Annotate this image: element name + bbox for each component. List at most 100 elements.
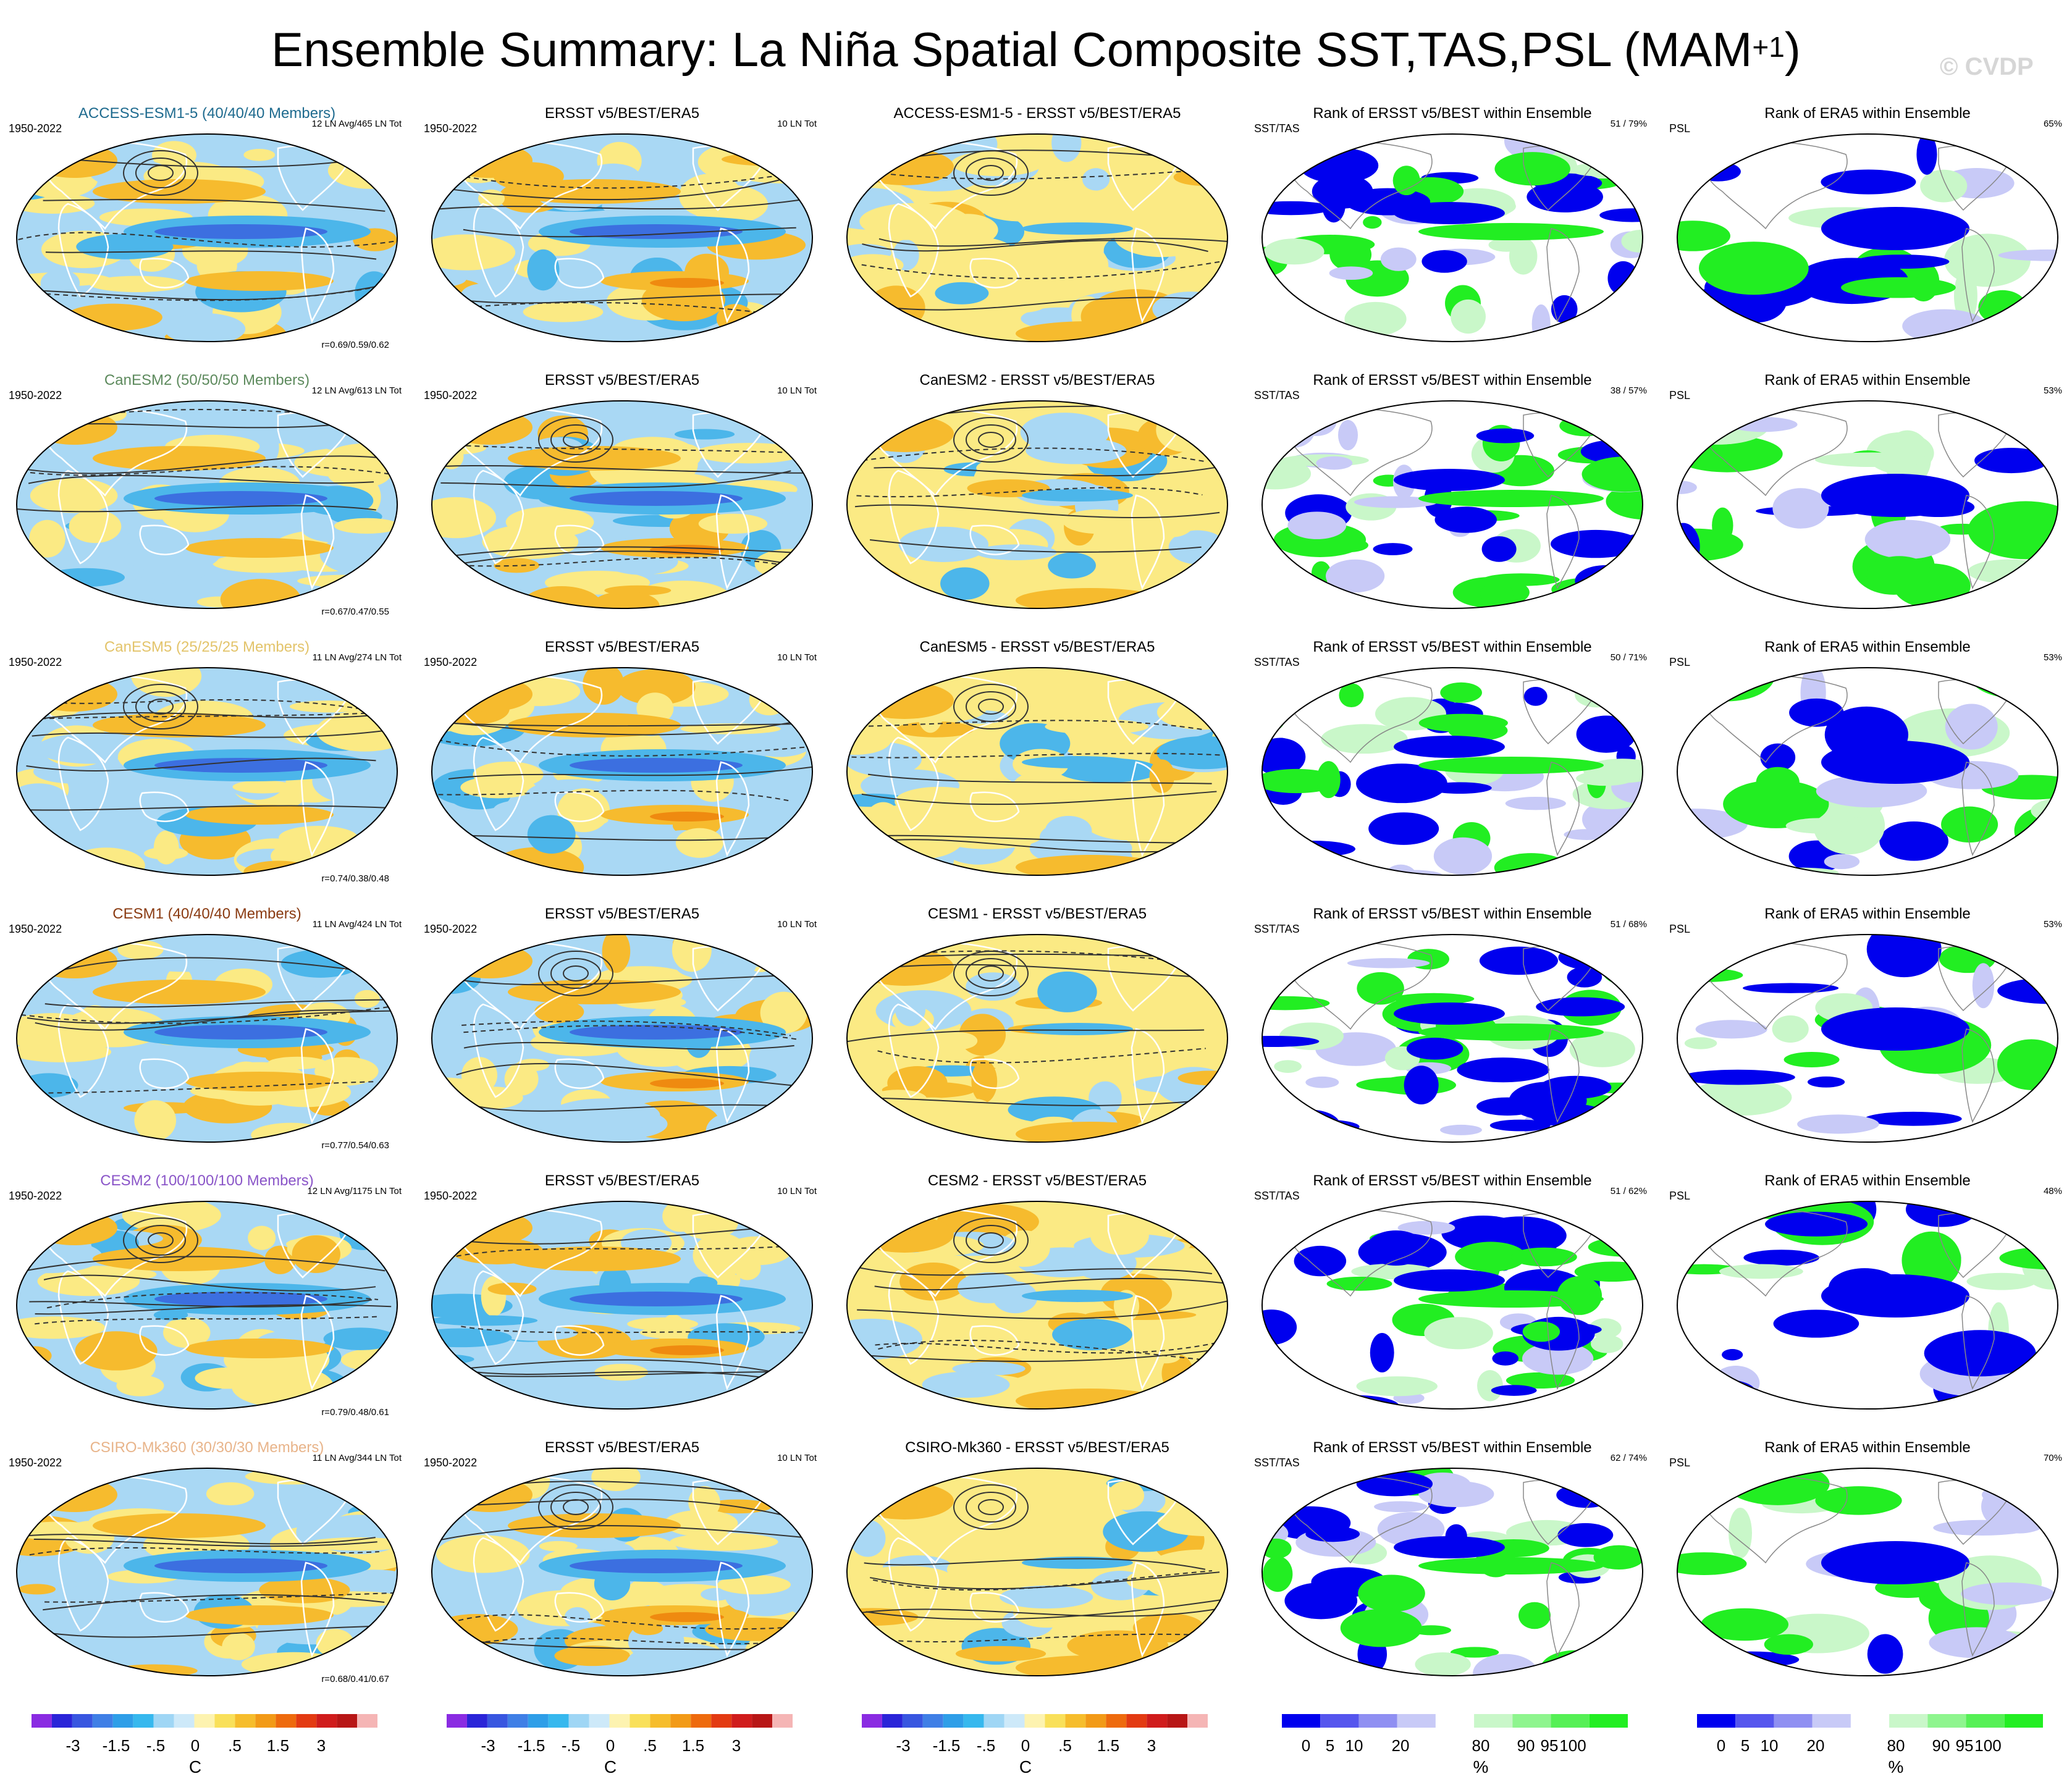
rank-patch [1294,1245,1347,1277]
rank-patch [1866,556,1932,594]
rank-patch [1363,216,1382,229]
rank-patch [1765,1211,1868,1237]
rank-patch [1722,1349,1743,1361]
colorbar-tick-label: 1.5 [266,1736,290,1755]
diff-panel-title: CanESM2 - ERSST v5/BEST/ERA5 [919,372,1155,389]
colorbar-boxes [447,1714,793,1728]
rank-patch [1576,770,1635,786]
colorbar-colorbar_rank: 0 5 10 20 80 90 95 100% [1694,1713,2046,1781]
psl-contours [862,1558,1224,1642]
model-panel-title: ACCESS-ESM1-5 (40/40/40 Members) [78,105,336,122]
anomaly-field [431,400,813,609]
anomaly-patch [516,1590,610,1626]
psl-contour [432,174,798,201]
rank-patch [1264,238,1324,265]
rank-patch [1701,1608,1789,1641]
obs-right-label: 10 LN Tot [777,385,817,396]
anomaly-field [431,667,813,876]
rank-patch [1321,187,1346,223]
rank-patch [1261,1658,1320,1676]
anomaly-patch [583,667,625,705]
anomaly-patch [267,1056,327,1070]
rank-patch [1572,586,1623,605]
rank1-right-label: 38 / 57% [1610,385,1647,396]
rank-patch [1531,304,1551,342]
anomaly-patch [1048,552,1096,579]
rank-patch [1265,738,1298,776]
psl-contour [16,1534,376,1545]
rank-patch [1974,448,2049,474]
rank-patch [1540,1650,1611,1676]
rank-patch [1354,496,1438,508]
anomaly-patch [993,400,1022,435]
rank-patch [1772,488,1829,529]
anomaly-patch [264,1245,296,1274]
anomaly-patch [870,225,938,240]
psl-contour [452,1638,799,1650]
rank-patch [1784,1052,1840,1068]
rank-patch [1357,972,1404,1005]
rank-patch [1625,1345,1643,1374]
anomaly-patch [18,1584,56,1595]
psl-contour [33,1539,377,1547]
anomaly-patch [751,571,807,609]
diff-panel-title: ACCESS-ESM1-5 - ERSST v5/BEST/ERA5 [893,105,1181,122]
obs-right-label: 10 LN Tot [777,919,817,930]
map-panel-rank2: Rank of ERA5 within Ensemble PSL 70% [1661,1439,2072,1686]
anomaly-patch [327,457,392,489]
continent-outline [139,1058,190,1089]
warm-horseshoe-north [93,179,266,204]
psl-contour [442,464,813,474]
rank-patch [1269,841,1356,857]
rank-patch [1356,1471,1433,1497]
anomaly-patch [231,1365,334,1408]
anomaly-patch [431,1390,515,1410]
continent-outline [1703,141,1848,230]
anomaly-patch [670,1532,778,1551]
psl-contour-ring [966,958,1016,989]
map-border [846,133,1229,342]
rank-patch [1824,854,1860,870]
cold-tongue-core [570,491,743,506]
rank1-left-label: SST/TAS [1254,923,1300,935]
rank-patch [1797,1114,1879,1134]
warm-horseshoe-north [93,1246,266,1271]
rank-tropical-patch [1394,1269,1505,1292]
warm-horseshoe-south [185,1339,334,1358]
rank-patch [1482,573,1560,586]
rank-patch [2037,1102,2058,1127]
rank-patch [1356,763,1447,804]
anomaly-patch [1181,474,1228,503]
anomaly-patch [1151,492,1187,531]
model-left-label: 1950-2022 [9,122,62,135]
map-border [15,133,398,342]
anomaly-patch [144,847,188,860]
psl-contour-ring [966,158,1016,188]
anomaly-patch [1051,133,1082,162]
map-panel-model: CSIRO-Mk360 (30/30/30 Members) 1950-2022 1… [0,1439,414,1686]
anomaly-patch [1082,168,1110,191]
colorbar-tick-label: -3 [896,1736,911,1755]
diff-cool-equator [1022,756,1133,768]
colorbar-box [1435,1714,1475,1728]
anomaly-patch [760,991,807,1034]
model-map [15,934,398,1143]
psl-contour-ring [953,417,1029,463]
anomaly-patch [1158,858,1212,876]
obs-panel-title: ERSST v5/BEST/ERA5 [544,105,700,122]
rank-patch [1961,1582,2054,1605]
rank1-left-label: SST/TAS [1254,122,1300,135]
colorbar-tick-label: 20 [1391,1736,1410,1755]
anomaly-patch [675,828,723,858]
rank-equatorial-band [1418,223,1604,240]
anomaly-patch [1039,823,1086,852]
anomaly-patch [1114,216,1209,258]
continent-outline [1961,228,1995,322]
psl-contour [848,296,1208,311]
colorbar-box [1187,1714,1208,1728]
figure-title-superscript: +1 [1752,31,1785,63]
rank-patch [1929,1627,2024,1658]
psl-contour [450,834,791,841]
figure-title-main: Ensemble Summary: La Niña Spatial Compos… [271,22,1753,77]
colorbar-box [316,1714,337,1728]
